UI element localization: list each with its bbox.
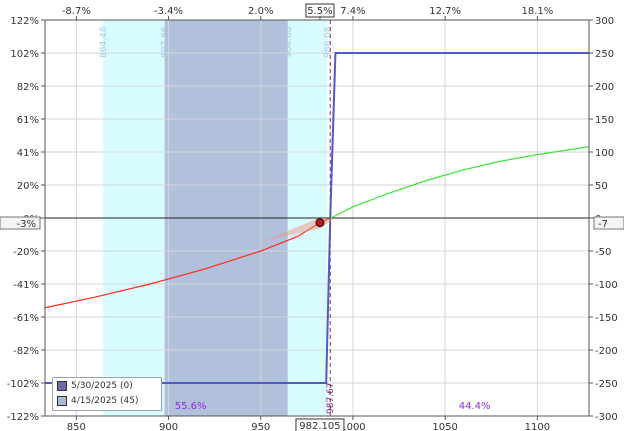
y-tick-label-right: -250 xyxy=(595,379,618,390)
x-tick-label-bottom: 1000 xyxy=(340,422,365,431)
current-price-box xyxy=(295,418,345,431)
y-tick-label-left: 82% xyxy=(17,82,39,93)
x-tick-label-bottom: 900 xyxy=(159,422,178,431)
x-tick-label-bottom: 950 xyxy=(251,422,270,431)
right-value-marker: -7 xyxy=(598,219,608,230)
today-payoff-line-profit xyxy=(330,146,590,219)
y-tick-label-left: 20% xyxy=(17,181,39,192)
band-edge-label: 897.86 xyxy=(161,26,171,58)
y-tick-label-right: 250 xyxy=(595,49,614,60)
current-position-marker[interactable] xyxy=(315,218,325,228)
probability-label: 55.6% xyxy=(175,401,207,412)
y-tick-label-right: 300 xyxy=(595,16,614,27)
plot-border xyxy=(44,19,590,417)
y-tick-label-right: -100 xyxy=(595,280,618,291)
y-tick-label-right: -150 xyxy=(595,313,618,324)
left-value-marker: -3% xyxy=(17,219,36,230)
band-edge-label: 964.68 xyxy=(284,26,294,58)
legend-label-expiry: 5/30/2025 (0) xyxy=(71,381,133,391)
x-tick-label-top: -8.7% xyxy=(62,6,91,17)
y-tick-label-left: 41% xyxy=(17,148,39,159)
x-tick-label-top: 2.0% xyxy=(248,6,273,17)
x-tick-label-bottom: 1100 xyxy=(525,422,550,431)
legend-item-today[interactable]: 4/15/2025 (45) xyxy=(53,394,161,408)
legend-swatch-today xyxy=(57,396,67,406)
y-tick-label-right: 50 xyxy=(595,181,608,192)
y-tick-label-right: 150 xyxy=(595,115,614,126)
x-tick-label-top: 7.4% xyxy=(340,6,365,17)
y-tick-label-left: -41% xyxy=(13,280,39,291)
y-tick-label-right: 200 xyxy=(595,82,614,93)
y-tick-label-left: 61% xyxy=(17,115,39,126)
breakeven-label: 987.67 xyxy=(326,383,336,415)
probability-label: 44.4% xyxy=(459,401,491,412)
x-tick-label-bottom: 850 xyxy=(67,422,86,431)
y-tick-label-left: -102% xyxy=(7,379,39,390)
legend-item-expiry[interactable]: 5/30/2025 (0) xyxy=(53,379,161,393)
legend-label-today: 4/15/2025 (45) xyxy=(71,396,139,406)
y-tick-label-left: 122% xyxy=(10,16,39,27)
legend-swatch-expiry xyxy=(57,381,67,391)
x-tick-label-top: 12.7% xyxy=(429,6,461,17)
y-tick-label-left: -20% xyxy=(13,247,39,258)
current-price-label: 982.105 xyxy=(299,421,340,431)
y-tick-label-left: -122% xyxy=(7,412,39,423)
y-tick-label-left: -61% xyxy=(13,313,39,324)
band-edge-label: 986.08 xyxy=(323,26,333,58)
y-tick-label-right: -200 xyxy=(595,346,618,357)
right-value-marker-box xyxy=(593,216,624,230)
y-tick-label-right: 100 xyxy=(595,148,614,159)
x-tick-label-top: -3.4% xyxy=(154,6,183,17)
legend: 5/30/2025 (0) 4/15/2025 (45) xyxy=(52,377,162,411)
band-edge-label: 864.48 xyxy=(99,26,109,58)
y-tick-label-right: -50 xyxy=(595,247,611,258)
y-tick-label-left: 102% xyxy=(10,49,39,60)
x-tick-label-top: 5.5% xyxy=(307,6,332,17)
y-tick-label-right: -300 xyxy=(595,412,618,423)
y-tick-label-left: -82% xyxy=(13,346,39,357)
x-tick-label-top: 18.1% xyxy=(521,6,553,17)
left-value-marker-box xyxy=(0,216,41,230)
x-tick-label-bottom: 1050 xyxy=(432,422,457,431)
